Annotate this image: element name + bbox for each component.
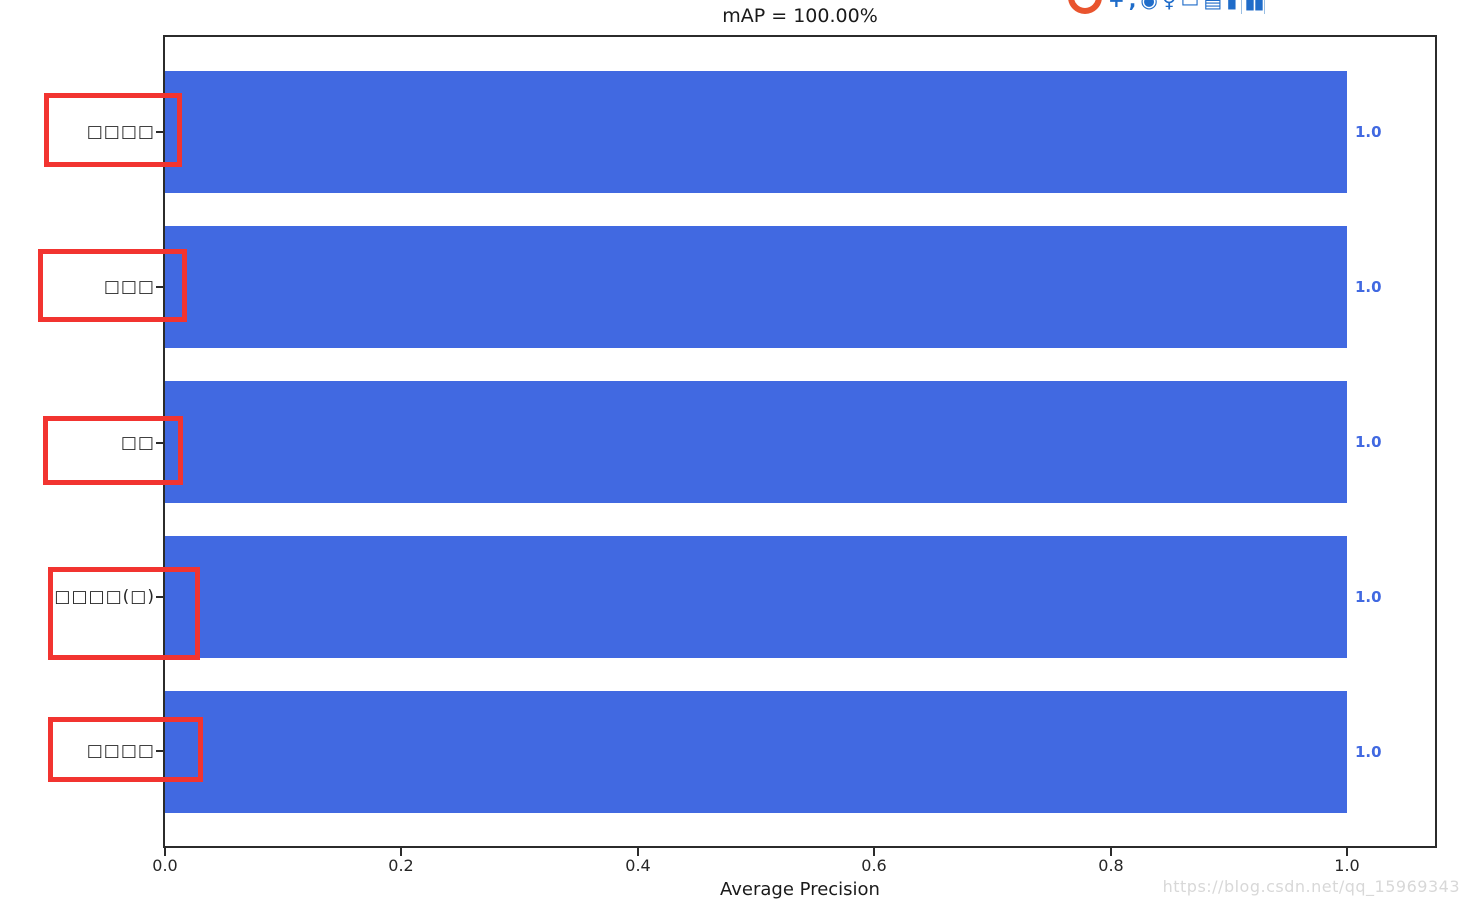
y-tick: [156, 442, 164, 444]
bar-row-3: [165, 381, 1347, 503]
x-tick-label: 0.6: [861, 856, 887, 875]
x-tick: [1110, 848, 1112, 856]
bar-value-label: 1.0: [1355, 743, 1382, 761]
chart-title: mAP = 100.00%: [722, 5, 878, 27]
highlight-box-2: [38, 249, 187, 322]
x-tick-label: 1.0: [1334, 856, 1360, 875]
y-tick-label-2: □□□: [103, 277, 155, 297]
top-toolbar: + , ◉ ♀ ▭ ▤ ▮ ▮▮: [1068, 0, 1298, 14]
x-axis-title: Average Precision: [720, 879, 880, 900]
bar-value-label: 1.0: [1355, 588, 1382, 606]
x-tick-label: 0.2: [388, 856, 414, 875]
bar-row-5: [165, 691, 1347, 813]
x-tick: [873, 848, 875, 856]
x-tick: [400, 848, 402, 856]
highlight-box-1: [44, 93, 182, 167]
y-tick: [156, 286, 164, 288]
plot-area: 1.0 1.0 1.0 1.0 1.0: [163, 35, 1437, 848]
bar-row-1: [165, 71, 1347, 193]
y-tick-label-1: □□□□: [86, 122, 155, 142]
y-tick-label-4: □□□□(□): [54, 587, 155, 607]
bookmark-icon[interactable]: ▮: [1226, 0, 1237, 12]
bar-value-label: 1.0: [1355, 433, 1382, 451]
highlight-box-4: [48, 567, 200, 660]
quote-icon[interactable]: ,: [1128, 0, 1136, 12]
highlight-box-3: [43, 416, 183, 485]
y-tick-label-5: □□□□: [86, 741, 155, 761]
record-icon[interactable]: ◉: [1140, 0, 1158, 12]
y-tick: [156, 131, 164, 133]
person-icon[interactable]: ♀: [1161, 0, 1177, 12]
x-tick: [164, 848, 166, 856]
bar-value-label: 1.0: [1355, 123, 1382, 141]
y-tick-label-3: □□: [120, 433, 155, 453]
bar-value-label: 1.0: [1355, 278, 1382, 296]
bar-row-4: [165, 536, 1347, 658]
x-tick-label: 0.0: [152, 856, 178, 875]
chart-icon[interactable]: ▮▮: [1241, 0, 1266, 14]
y-tick: [156, 596, 164, 598]
add-icon[interactable]: +: [1108, 0, 1125, 12]
window-icon[interactable]: ▭: [1180, 0, 1199, 12]
y-tick: [156, 750, 164, 752]
highlight-box-5: [48, 717, 203, 782]
notes-icon[interactable]: ▤: [1203, 0, 1222, 12]
x-tick-label: 0.4: [625, 856, 651, 875]
bar-row-2: [165, 226, 1347, 348]
x-tick: [1346, 848, 1348, 856]
x-tick-label: 0.8: [1098, 856, 1124, 875]
watermark-text: https://blog.csdn.net/qq_15969343: [1162, 877, 1460, 896]
x-tick: [637, 848, 639, 856]
